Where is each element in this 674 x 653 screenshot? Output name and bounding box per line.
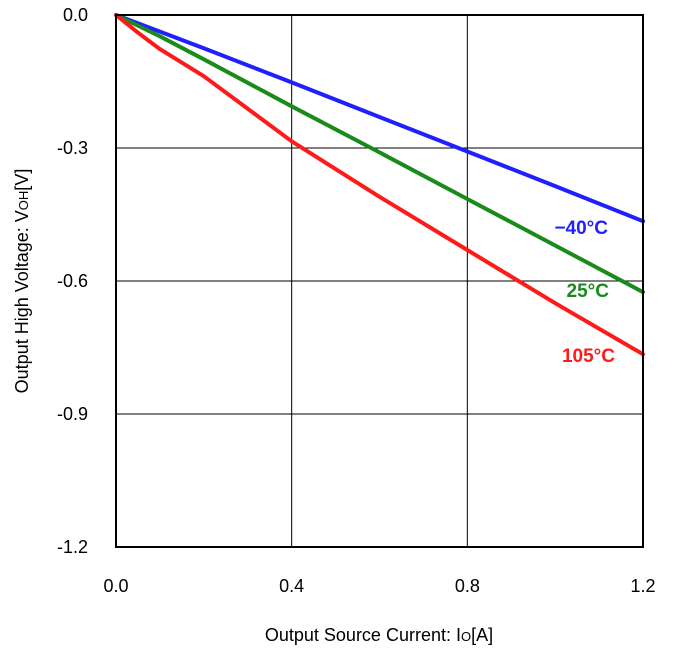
x-tick-label: 0.8 bbox=[455, 576, 480, 596]
x-tick-label: 1.2 bbox=[630, 576, 655, 596]
series-lines bbox=[114, 13, 645, 357]
x-tick-labels: 0.0 0.4 0.8 1.2 bbox=[103, 576, 655, 596]
y-tick-label: -0.6 bbox=[57, 271, 88, 291]
series-label: −40°C bbox=[554, 218, 608, 239]
series-label: 105°C bbox=[562, 346, 615, 367]
y-tick-label: 0.0 bbox=[63, 5, 88, 25]
grid-lines bbox=[116, 15, 643, 547]
x-tick-label: 0.4 bbox=[279, 576, 304, 596]
y-axis-label: Output High Voltage: VOH[V] bbox=[12, 169, 32, 394]
y-tick-label: -1.2 bbox=[57, 537, 88, 557]
series-line bbox=[114, 13, 645, 295]
x-tick-label: 0.0 bbox=[103, 576, 128, 596]
x-axis-label: Output Source Current: IO[A] bbox=[265, 625, 493, 645]
y-tick-label: -0.3 bbox=[57, 138, 88, 158]
y-tick-labels: 0.0 -0.3 -0.6 -0.9 -1.2 bbox=[57, 5, 88, 557]
series-labels: −40°C 25°C 105°C bbox=[554, 218, 615, 367]
series-label: 25°C bbox=[567, 281, 610, 302]
series-line bbox=[114, 13, 645, 357]
y-tick-label: -0.9 bbox=[57, 404, 88, 424]
series-line bbox=[114, 13, 645, 224]
plot-frame bbox=[115, 14, 644, 548]
